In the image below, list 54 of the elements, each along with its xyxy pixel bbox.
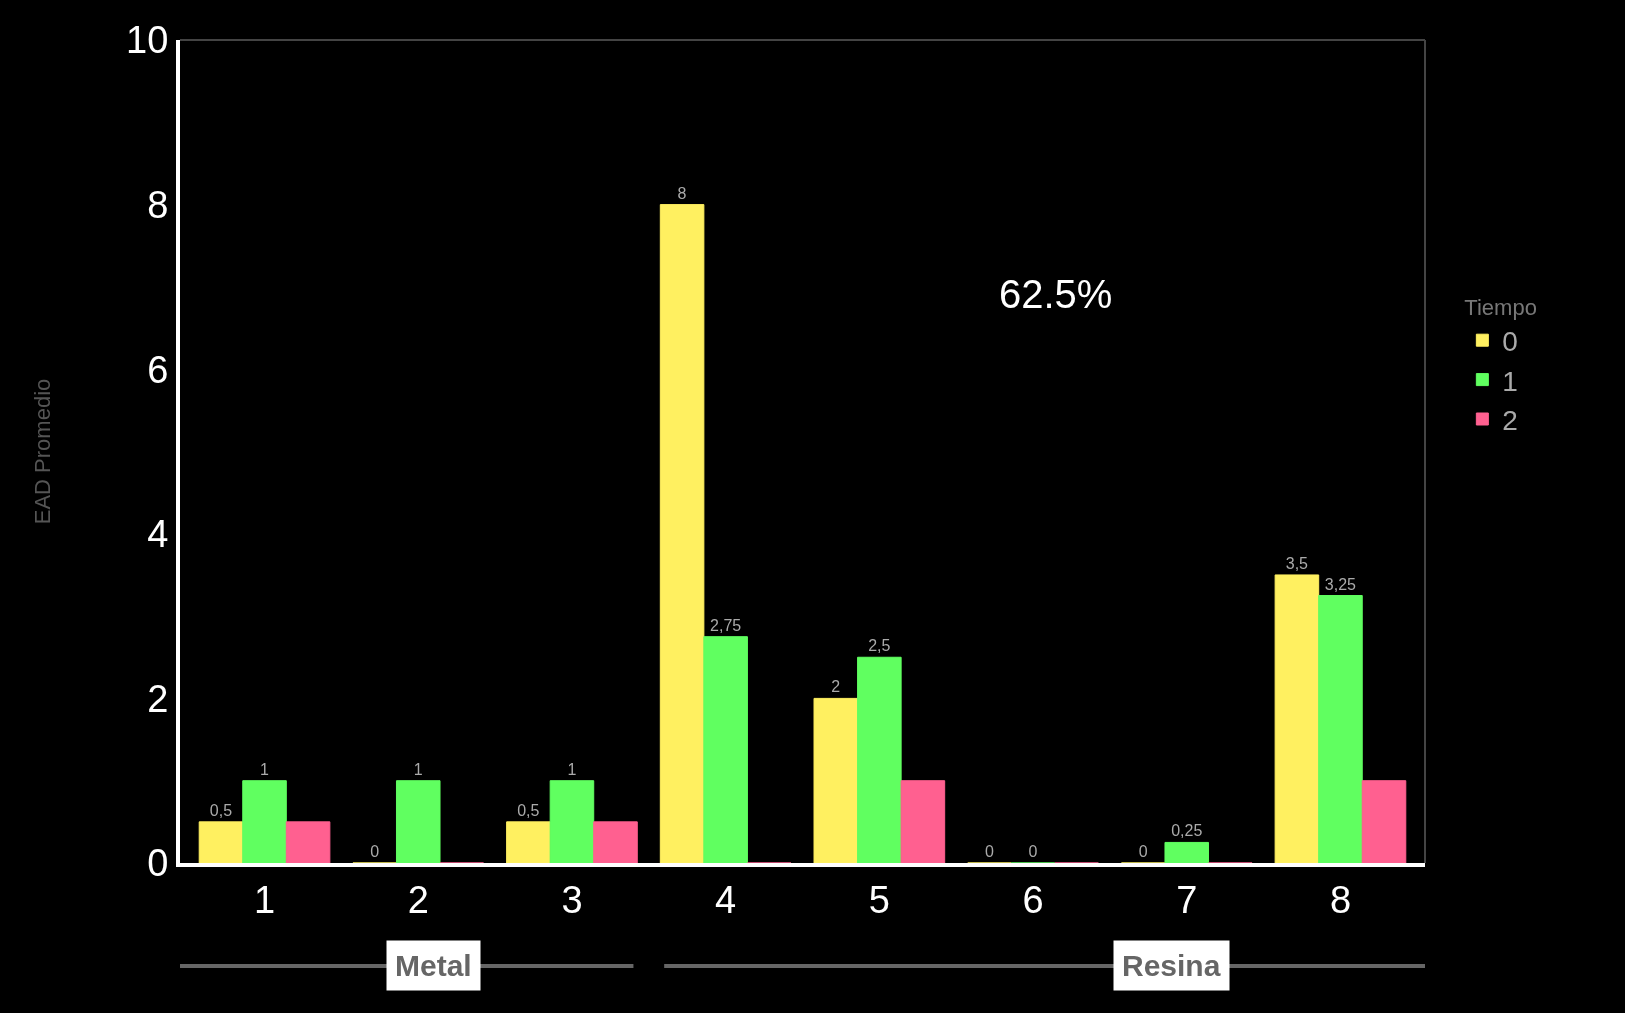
y-axis-title: EAD Promedio xyxy=(30,378,56,525)
bar xyxy=(1274,574,1320,863)
y-tick-label: 6 xyxy=(147,348,169,391)
text: Resina xyxy=(1122,949,1221,982)
data-label: 3,25 xyxy=(1324,575,1357,593)
x-tick-label: 1 xyxy=(253,878,276,921)
y-tick-label: 10 xyxy=(126,19,169,62)
bar xyxy=(242,780,287,863)
legend-label: 2 xyxy=(1502,404,1518,436)
data-label: 1 xyxy=(567,760,577,778)
bar xyxy=(1318,595,1363,863)
x-tick-label: 3 xyxy=(561,878,583,921)
data-label: 3,5 xyxy=(1285,554,1309,572)
bar xyxy=(285,821,331,863)
y-tick-label: 0 xyxy=(147,842,169,885)
data-label: 0,5 xyxy=(517,801,540,819)
x-tick-label: 2 xyxy=(407,878,429,921)
data-label: 0,5 xyxy=(209,801,233,819)
y-tick-label: 4 xyxy=(147,513,169,556)
x-tick-label: 7 xyxy=(1176,878,1198,921)
data-label: 0 xyxy=(985,843,995,860)
legend-title: Tiempo xyxy=(1464,295,1537,321)
bar xyxy=(1361,780,1407,863)
bar xyxy=(395,780,441,863)
legend-label: 1 xyxy=(1502,365,1518,397)
annotation: 62.5% xyxy=(999,272,1113,316)
data-label: 1 xyxy=(413,760,423,778)
data-label: 0 xyxy=(1028,843,1038,860)
bar xyxy=(857,656,902,863)
x-tick-label: 6 xyxy=(1022,878,1044,921)
data-label: 2,5 xyxy=(868,637,891,655)
data-label: 1 xyxy=(260,760,270,778)
y-tick-label: 2 xyxy=(147,677,169,720)
text: Metal xyxy=(395,949,472,982)
bar xyxy=(593,821,638,863)
bar xyxy=(900,780,946,863)
x-tick-label: 5 xyxy=(868,878,890,921)
data-label: 0 xyxy=(1138,843,1148,860)
data-label: 0,25 xyxy=(1171,822,1203,840)
y-tick-label: 8 xyxy=(147,183,169,226)
data-label: 0 xyxy=(370,843,380,860)
bar xyxy=(1164,841,1210,863)
bar xyxy=(198,821,244,863)
data-label: 8 xyxy=(677,184,687,202)
bar xyxy=(506,821,551,863)
bar xyxy=(703,636,748,863)
bar xyxy=(659,204,705,863)
data-label: 2 xyxy=(831,678,841,696)
bar xyxy=(549,780,595,863)
x-tick-label: 8 xyxy=(1329,878,1352,921)
x-tick-label: 4 xyxy=(715,878,737,921)
data-label: 2,75 xyxy=(710,616,742,634)
legend-label: 0 xyxy=(1502,326,1518,358)
bar xyxy=(813,697,859,863)
